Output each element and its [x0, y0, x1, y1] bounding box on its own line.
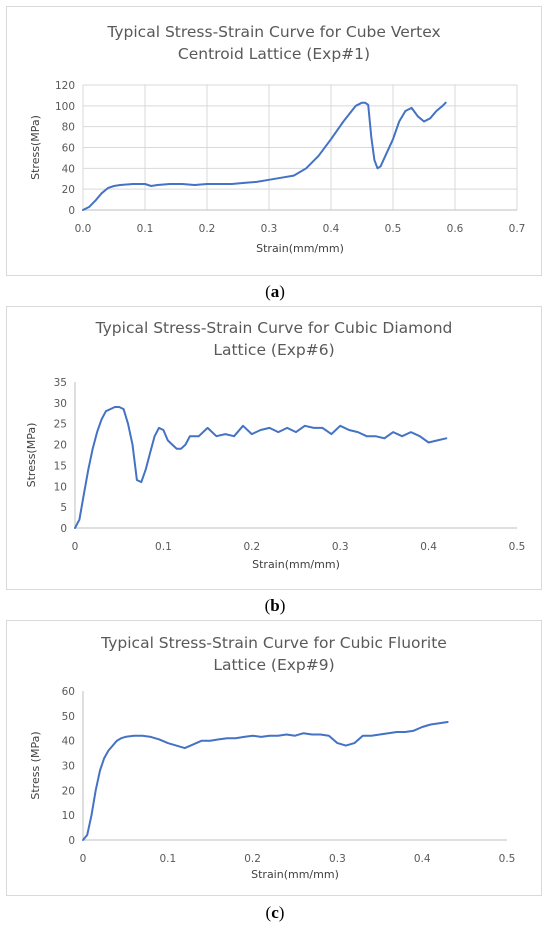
x-tick-label: 0.0: [75, 223, 92, 235]
y-tick-label: 10: [62, 810, 75, 822]
x-axis-label: Strain(mm/mm): [251, 868, 339, 881]
stress-strain-chart-c: Typical Stress-Strain Curve for Cubic Fl…: [29, 634, 516, 881]
y-tick-label: 60: [62, 686, 75, 698]
y-tick-label: 60: [62, 143, 75, 155]
x-tick-label: 0.5: [509, 541, 526, 553]
x-tick-label: 0.3: [332, 541, 349, 553]
caption-a: (a): [265, 282, 285, 301]
stress-strain-chart-a: Typical Stress-Strain Curve for Cube Ver…: [29, 23, 526, 255]
y-tick-label: 40: [62, 163, 75, 175]
x-tick-label: 0.2: [243, 541, 260, 553]
chart-panel-b: Typical Stress-Strain Curve for Cubic Di…: [6, 306, 542, 590]
y-tick-label: 80: [62, 122, 75, 134]
x-tick-label: 0.3: [329, 853, 346, 865]
x-tick-label: 0.1: [137, 223, 154, 235]
x-tick-label: 0.1: [159, 853, 176, 865]
y-tick-label: 0: [68, 205, 75, 217]
caption-b: (b): [264, 596, 286, 615]
x-tick-label: 0.7: [509, 223, 526, 235]
y-axis-label: Stress (MPa): [29, 731, 42, 799]
y-tick-label: 40: [62, 736, 75, 748]
stress-strain-series-line: [82, 721, 449, 841]
chart-title-line-2: Centroid Lattice (Exp#1): [178, 45, 370, 63]
y-axis-label: Stress(MPa): [25, 423, 38, 488]
chart-title-line-1: Typical Stress-Strain Curve for Cubic Fl…: [100, 634, 447, 652]
x-axis-label: Strain(mm/mm): [256, 242, 344, 255]
x-tick-label: 0.2: [199, 223, 216, 235]
y-tick-label: 15: [54, 460, 67, 472]
y-tick-label: 35: [54, 377, 67, 389]
chart-title-line-1: Typical Stress-Strain Curve for Cube Ver…: [106, 23, 440, 41]
x-axis-label: Strain(mm/mm): [252, 558, 340, 571]
x-tick-label: 0.3: [261, 223, 278, 235]
y-axis-label: Stress(MPa): [29, 115, 42, 180]
y-tick-label: 20: [62, 184, 75, 196]
x-tick-label: 0: [72, 541, 79, 553]
y-tick-label: 100: [55, 101, 75, 113]
chart-title-line-1: Typical Stress-Strain Curve for Cubic Di…: [95, 319, 453, 337]
x-tick-label: 0.4: [323, 223, 340, 235]
chart-title-line-2: Lattice (Exp#6): [213, 341, 334, 359]
stress-strain-series-line: [74, 406, 448, 529]
chart-panel-c: Typical Stress-Strain Curve for Cubic Fl…: [6, 620, 542, 896]
y-tick-label: 50: [62, 711, 75, 723]
x-tick-label: 0.5: [499, 853, 516, 865]
y-tick-label: 120: [55, 80, 75, 92]
x-tick-label: 0.5: [385, 223, 402, 235]
caption-c: (c): [265, 903, 285, 922]
x-tick-label: 0.4: [414, 853, 431, 865]
y-tick-label: 30: [54, 398, 67, 410]
x-tick-label: 0.4: [420, 541, 437, 553]
y-tick-label: 20: [62, 785, 75, 797]
y-tick-label: 0: [68, 835, 75, 847]
stress-strain-series-line: [82, 101, 447, 211]
x-tick-label: 0.1: [155, 541, 172, 553]
y-tick-label: 5: [60, 502, 67, 514]
y-tick-label: 20: [54, 440, 67, 452]
y-tick-label: 10: [54, 481, 67, 493]
x-tick-label: 0: [80, 853, 87, 865]
x-tick-label: 0.6: [447, 223, 464, 235]
chart-panel-a: Typical Stress-Strain Curve for Cube Ver…: [6, 6, 542, 276]
x-tick-label: 0.2: [244, 853, 261, 865]
y-tick-label: 25: [54, 419, 67, 431]
y-tick-label: 30: [62, 761, 75, 773]
chart-title-line-2: Lattice (Exp#9): [213, 656, 334, 674]
y-tick-label: 0: [60, 523, 67, 535]
stress-strain-chart-b: Typical Stress-Strain Curve for Cubic Di…: [25, 319, 526, 571]
